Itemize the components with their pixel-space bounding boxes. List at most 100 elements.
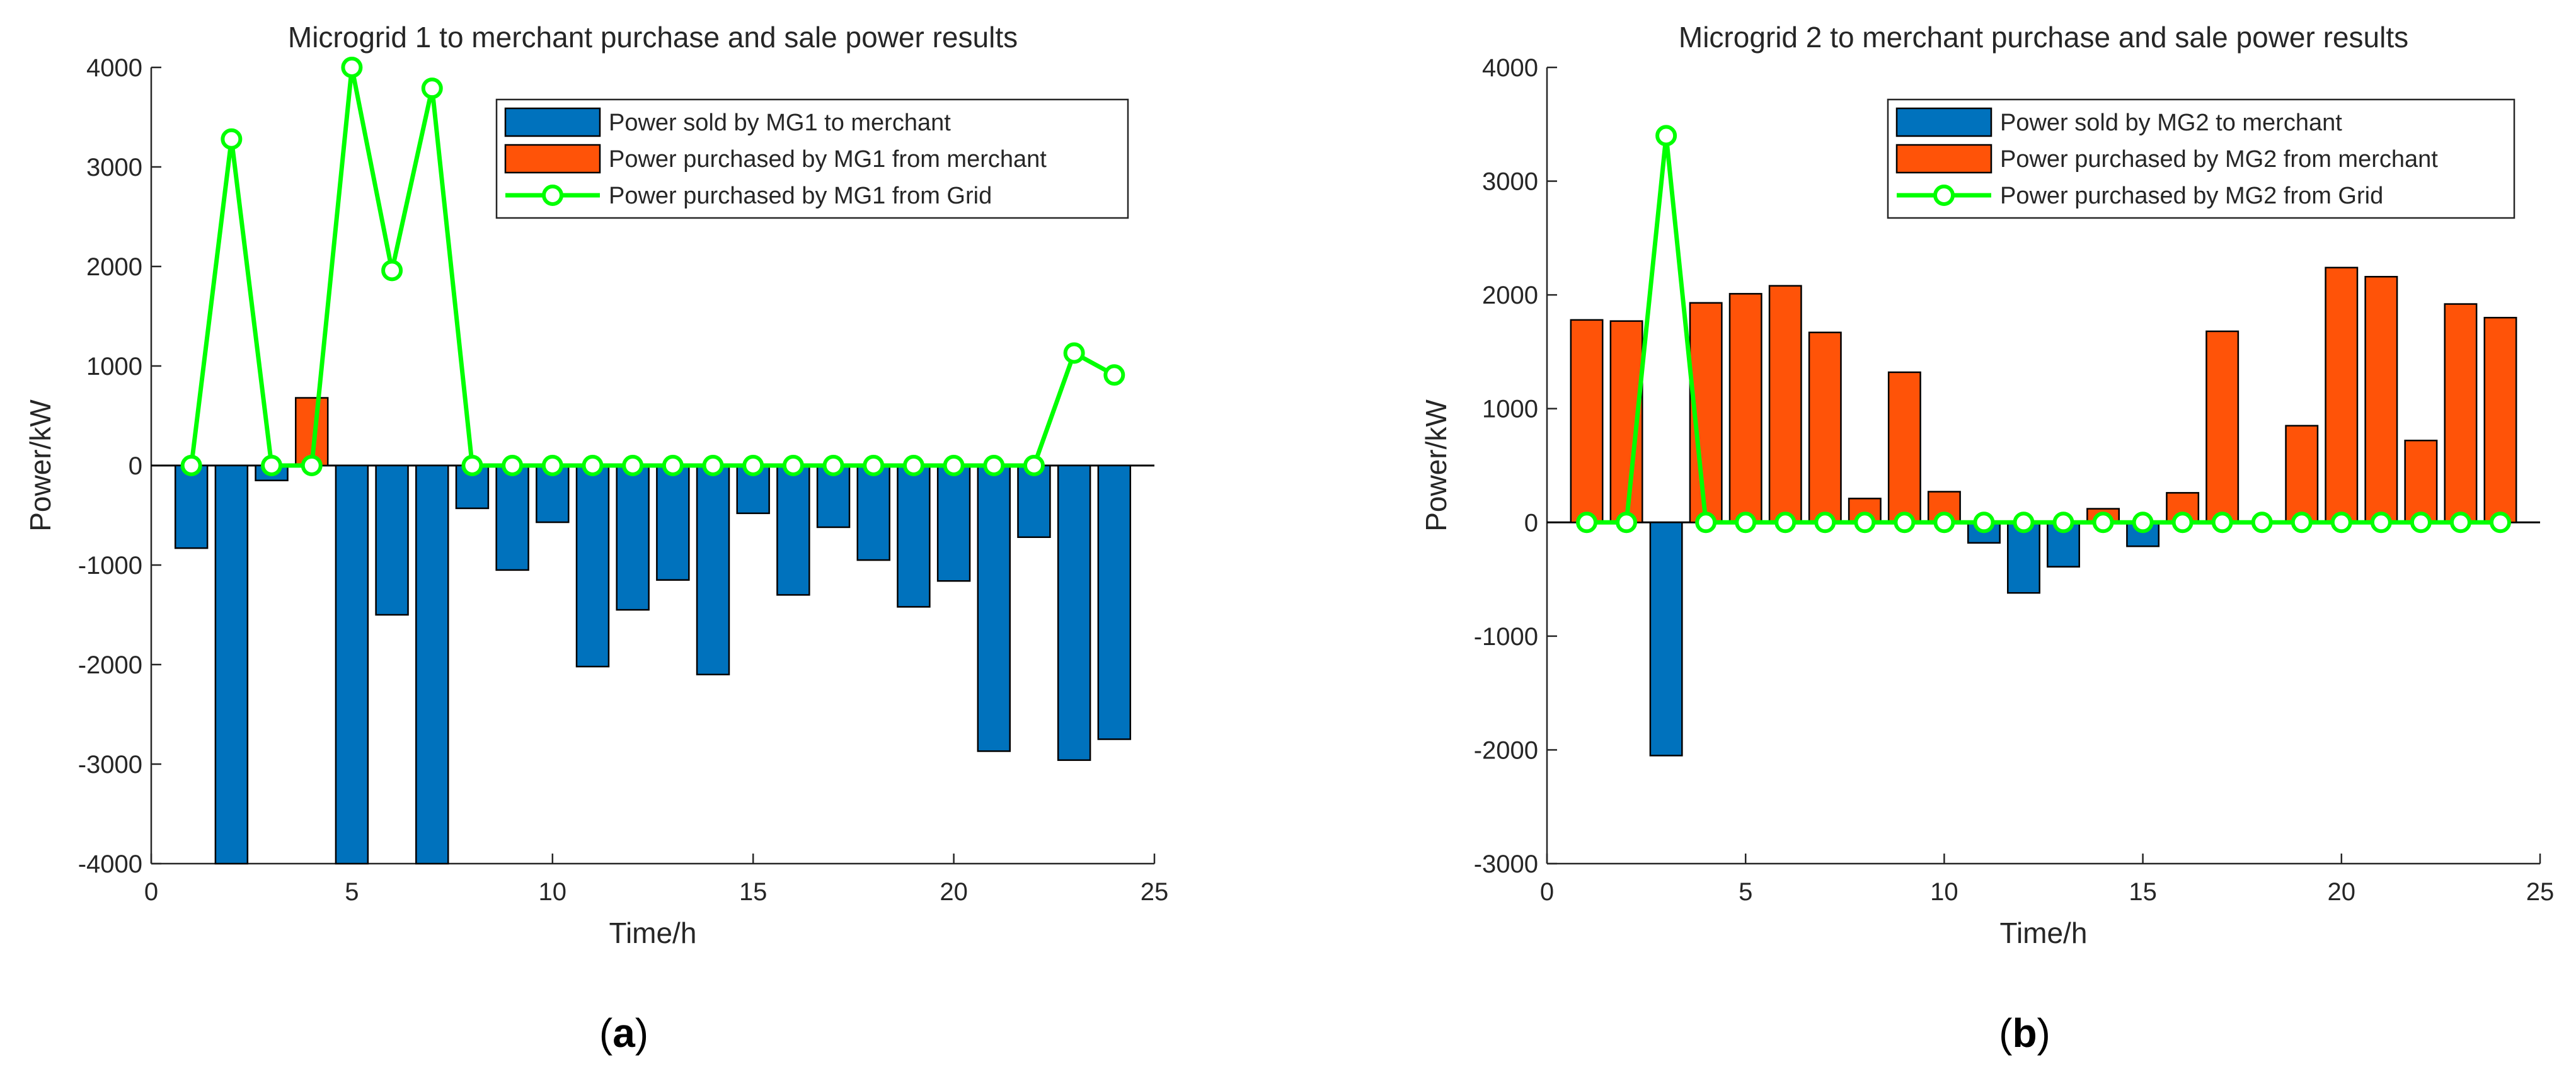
grid-purchase-marker (381, 260, 403, 282)
y-axis-label: Power/kW (24, 399, 57, 532)
grid-purchase-marker (180, 455, 202, 476)
y-tick-label: 2000 (1482, 282, 1538, 309)
y-tick-label: 2000 (86, 253, 142, 281)
grid-purchase-marker (301, 455, 323, 476)
legend-label: Power purchased by MG1 from merchant (609, 146, 1047, 173)
purchased-bar (1728, 293, 1762, 523)
legend: Power sold by MG2 to merchant Power purch… (1887, 98, 2516, 219)
grid-purchase-marker (2449, 512, 2471, 534)
grid-purchase-marker (622, 455, 644, 476)
purchased-bar (2364, 276, 2398, 523)
sold-bar (897, 464, 931, 608)
sold-bar (174, 464, 209, 549)
panel-caption: (b) (1999, 1010, 2050, 1056)
x-tick-label: 15 (739, 878, 768, 906)
grid-purchase-marker (1063, 342, 1085, 364)
sold-bar (656, 464, 690, 581)
y-tick-label: -2000 (78, 651, 142, 679)
grid-purchase-marker (702, 455, 724, 476)
legend-label: Power purchased by MG2 from Grid (2000, 183, 2383, 209)
grid-purchase-marker (782, 455, 804, 476)
sold-bar (616, 464, 650, 611)
purchased-bar (2483, 317, 2517, 523)
grid-purchase-marker (2092, 512, 2114, 534)
sold-bar (495, 464, 529, 571)
sold-bar (977, 464, 1011, 752)
purchased-bar (2285, 425, 2319, 523)
x-tick-label: 10 (1930, 878, 1958, 906)
grid-purchase-marker (1655, 125, 1677, 147)
y-tick-label: -4000 (78, 850, 142, 878)
grid-purchase-marker (2251, 512, 2273, 534)
sold-bar (856, 464, 890, 561)
sold-bar (375, 464, 409, 616)
purchased-bar (2404, 440, 2438, 523)
grid-purchase-marker (1103, 364, 1125, 386)
y-tick-label: -2000 (1474, 736, 1538, 764)
sold-bar (2007, 522, 2040, 594)
sold-bar (214, 464, 249, 865)
x-tick-label: 5 (345, 878, 359, 906)
sold-bar (1097, 464, 1132, 740)
grid-purchase-marker (1774, 512, 1797, 534)
sold-bar (415, 464, 449, 865)
grid-purchase-marker (2330, 512, 2352, 534)
grid-purchase-marker (863, 455, 885, 476)
caption-open-paren: ( (599, 1010, 612, 1056)
sold-bar (2047, 522, 2080, 568)
x-tick-label: 10 (539, 878, 567, 906)
chart-panel-b: Microgrid 2 to merchant purchase and sal… (1420, 21, 2554, 1056)
grid-purchase-marker (1735, 512, 1757, 534)
legend-swatch-bar (1895, 107, 1992, 137)
purchased-bar (2166, 492, 2200, 523)
sold-bar (1649, 522, 1683, 757)
caption-open-paren: ( (1999, 1010, 2012, 1056)
grid-purchase-marker (461, 455, 483, 476)
sold-bar (1017, 464, 1051, 539)
grid-purchase-marker (541, 455, 563, 476)
x-axis-label: Time/h (2000, 917, 2088, 949)
x-tick-label: 0 (1540, 878, 1554, 906)
chart-panel-a: Microgrid 1 to merchant purchase and sal… (24, 21, 1168, 1056)
y-tick-label: -3000 (78, 751, 142, 779)
y-tick-label: -1000 (1474, 623, 1538, 651)
sold-bar (936, 464, 971, 582)
caption-letter: a (612, 1010, 635, 1056)
legend-swatch-bar (504, 144, 601, 174)
grid-purchase-marker (1695, 512, 1717, 534)
purchased-bar (1887, 371, 1921, 523)
panel-caption: (a) (599, 1010, 648, 1056)
caption-letter: b (2012, 1010, 2037, 1056)
legend-label: Power sold by MG2 to merchant (2000, 110, 2342, 136)
grid-purchase-marker (2370, 512, 2392, 534)
sold-bar (575, 464, 610, 668)
grid-purchase-marker (221, 128, 243, 150)
grid-purchase-marker (261, 455, 283, 476)
grid-purchase-marker (2410, 512, 2432, 534)
grid-purchase-marker (983, 455, 1005, 476)
grid-purchase-marker (2211, 512, 2233, 534)
grid-purchase-marker (1854, 512, 1876, 534)
y-tick-label: 3000 (86, 154, 142, 181)
grid-purchase-marker (662, 455, 684, 476)
x-tick-label: 0 (144, 878, 158, 906)
purchased-bar (1768, 285, 1802, 523)
y-tick-label: 1000 (86, 353, 142, 380)
x-tick-label: 25 (2526, 878, 2555, 906)
grid-purchase-marker (1023, 455, 1045, 476)
legend-swatch-marker (542, 185, 563, 206)
grid-purchase-marker (341, 57, 363, 78)
legend-label: Power purchased by MG2 from merchant (2000, 146, 2438, 173)
grid-purchase-marker (2132, 512, 2154, 534)
grid-purchase-marker (902, 455, 924, 476)
sold-bar (1057, 464, 1091, 761)
x-tick-label: 25 (1141, 878, 1169, 906)
sold-bar (696, 464, 730, 676)
legend-label: Power purchased by MG1 from Grid (609, 183, 992, 209)
y-tick-label: -1000 (78, 552, 142, 580)
x-tick-label: 5 (1739, 878, 1752, 906)
x-axis-label: Time/h (609, 917, 697, 949)
legend-box (495, 98, 1129, 219)
y-tick-label: 1000 (1482, 396, 1538, 423)
